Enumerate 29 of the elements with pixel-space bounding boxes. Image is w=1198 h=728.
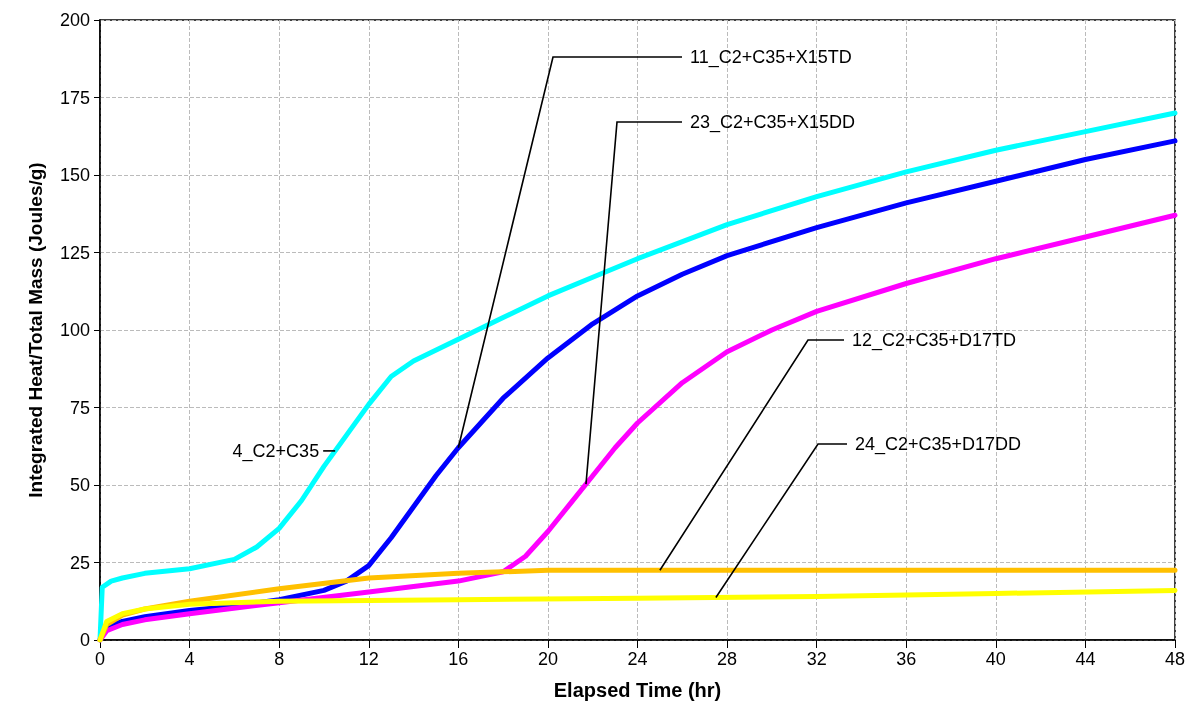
y-tick-label: 50 [69, 475, 90, 495]
x-tick-label: 0 [94, 649, 106, 669]
x-tick-label: 44 [1075, 649, 1096, 669]
x-tick-label: 36 [896, 649, 917, 669]
y-tick-label: 175 [59, 87, 90, 108]
x-tick-label: 24 [627, 649, 648, 669]
x-tick-label: 28 [717, 649, 738, 669]
y-tick-label: 150 [59, 165, 90, 185]
y-tick-label: 200 [59, 10, 90, 30]
text: 11_C2+C35+X15TD [690, 47, 852, 68]
y-axis-title: Integrated Heat/Total Mass (Joules/g) [25, 162, 46, 498]
x-tick-label: 16 [448, 649, 469, 669]
y-tick-label: 25 [69, 552, 90, 573]
text: 24_C2+C35+D17DD [855, 434, 1022, 455]
x-tick-label: 40 [985, 649, 1006, 669]
text: 12_C2+C35+D17TD [852, 330, 1017, 351]
y-tick-label: 0 [79, 630, 90, 650]
x-tick-label: 20 [537, 649, 558, 669]
x-tick-label: 8 [274, 649, 285, 669]
text: 23_C2+C35+X15DD [690, 112, 856, 133]
y-tick-label: 125 [59, 242, 90, 263]
x-axis-title: Elapsed Time (hr) [553, 679, 722, 701]
x-tick-label: 4 [184, 649, 195, 669]
y-tick-label: 100 [59, 320, 90, 340]
series-label: 4_C2+C35 [232, 440, 320, 462]
x-tick-label: 48 [1164, 649, 1186, 669]
y-tick-label: 75 [69, 397, 90, 418]
x-tick-label: 12 [358, 649, 379, 669]
x-tick-label: 32 [806, 649, 827, 669]
